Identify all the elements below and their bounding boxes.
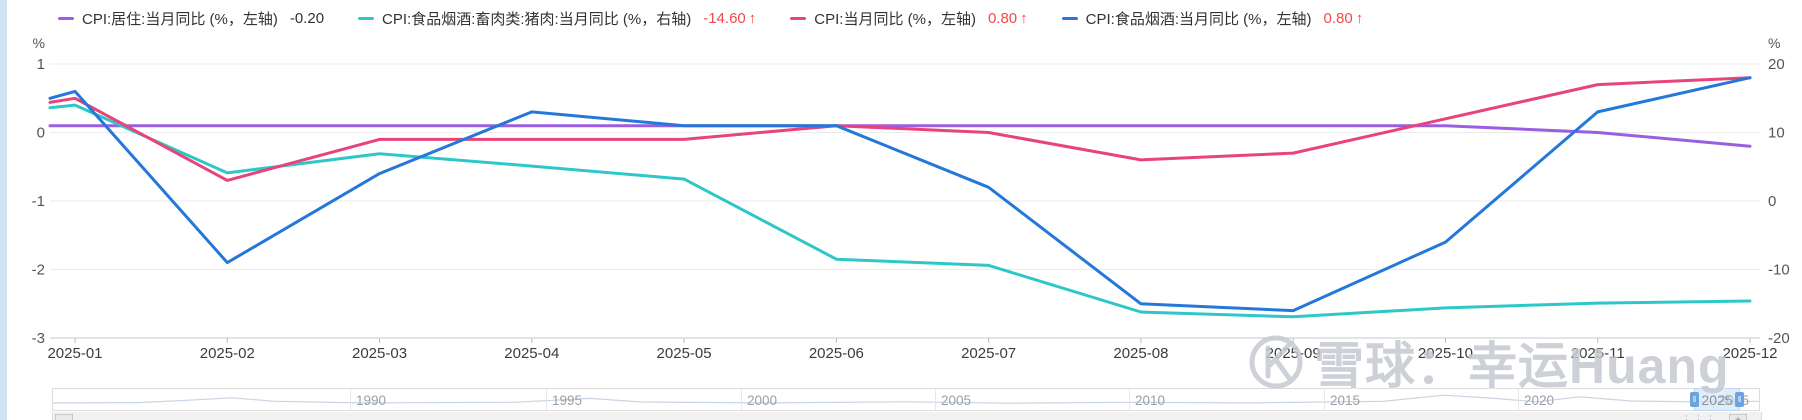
legend-item-2[interactable]: CPI:当月同比 (%，左轴) 0.80 ↑ [790,8,1028,29]
x-axis-label: 2025-11 [1571,345,1625,362]
timeline-selected-window[interactable]: ‖ 2025 ‖ [1690,388,1744,411]
timeline-sparkline [53,394,1759,404]
x-axis-label: 2025-04 [504,345,559,362]
value-up-arrow-icon: ↑ [748,10,757,27]
timeline-year-gridline [546,389,547,410]
legend-label: CPI:食品烟酒:当月同比 (%，左轴) [1085,11,1312,28]
x-axis-label: 2025-01 [47,345,102,362]
timeline-year-label: 1990 [356,393,387,408]
legend-label: CPI:当月同比 (%，左轴) [814,11,976,28]
timeline-year-label: 2020 [1524,393,1555,408]
series-line-1 [48,103,1752,319]
value-up-arrow-icon: ↑ [1355,10,1364,27]
left-axis-tick-label: 0 [37,125,45,142]
timeline-selected-label: 2025 [1701,391,1733,408]
legend-swatch-icon [1061,17,1078,20]
x-axis-label: 2025-09 [1266,345,1321,362]
page-edge-strip [0,0,7,420]
x-axis-label: 2025-05 [657,345,712,362]
x-axis-label: 2025-02 [200,345,255,362]
legend-item-0[interactable]: CPI:居住:当月同比 (%，左轴) -0.20 [58,8,324,29]
legend-swatch-icon [58,17,74,20]
left-axis-tick-label: -3 [32,330,45,347]
drag-handle-icon[interactable]: ⋮⋮⋮ [1681,414,1717,420]
x-axis-label: 2025-03 [352,345,407,362]
timeline-year-gridline [741,389,742,410]
left-axis-unit-label: % [33,35,45,51]
timeline-year-label: 2000 [747,393,778,408]
right-axis-unit-label: % [1768,35,1780,51]
timeline-handle-left-icon[interactable]: ‖ [1690,392,1699,407]
legend-label: CPI:居住:当月同比 (%，左轴) [82,11,278,28]
toolbar-scroll-left-button[interactable] [55,414,73,420]
value-up-arrow-icon: ↑ [1020,10,1028,27]
right-axis-tick-label: -10 [1768,262,1790,279]
timeline-year-gridline [1324,389,1325,410]
x-axis-label: 2025-06 [809,345,864,362]
legend-item-3[interactable]: CPI:食品烟酒:当月同比 (%，左轴) 0.80 ↑ [1061,8,1364,29]
legend-latest-value: 0.80 [987,10,1018,27]
right-axis-tick-label: 20 [1768,56,1785,73]
right-axis-tick-label: 10 [1768,125,1785,142]
timeline-slider[interactable]: 1990 1995 2000 2005 2010 2015 2020 2025 ‖ 2025 … [52,388,1760,411]
bottom-toolbar: ⋮⋮⋮ + [52,412,1762,420]
timeline-year-gridline [350,389,351,410]
timeline-year-label: 2005 [941,393,972,408]
legend-latest-value: 0.80 [1323,10,1353,27]
legend-label: CPI:食品烟酒:畜肉类:猪肉:当月同比 (%，右轴) [382,11,692,28]
chart-legend: CPI:居住:当月同比 (%，左轴) -0.20 CPI:食品烟酒:畜肉类:猪肉:当… [58,8,1363,29]
line-chart-plot: 1 200 10-1 0-2 -10-3 -20% %2025-01 2025-02 2025-… [32,35,1790,362]
timeline-year-label: 1995 [552,393,583,408]
timeline-handle-right-icon[interactable]: ‖ [1735,392,1744,407]
x-axis-label: 2025-10 [1418,345,1473,362]
zoom-in-button[interactable]: + [1729,414,1747,420]
legend-latest-value: -0.20 [289,10,325,27]
left-axis-tick-label: -1 [32,193,45,210]
legend-item-1[interactable]: CPI:食品烟酒:畜肉类:猪肉:当月同比 (%，右轴) -14.60 ↑ [358,8,756,29]
sparkline-path [53,394,1759,404]
legend-swatch-icon [358,17,375,20]
right-axis-tick-label: -20 [1768,330,1790,347]
timeline-year-gridline [935,389,936,410]
timeline-year-label: 2015 [1330,393,1361,408]
timeline-year-gridline [1129,389,1130,410]
timeline-year-gridline [1518,389,1519,410]
x-axis-label: 2025-12 [1722,345,1777,362]
left-axis-tick-label: -2 [32,262,45,279]
right-axis-tick-label: 0 [1768,193,1776,210]
legend-latest-value: -14.60 [703,10,746,27]
left-axis-tick-label: 1 [37,56,45,73]
series-line-3 [48,76,1752,313]
timeline-year-label: 2010 [1135,393,1166,408]
x-axis-label: 2025-08 [1113,345,1168,362]
legend-swatch-icon [790,17,807,20]
x-axis-label: 2025-07 [961,345,1016,362]
